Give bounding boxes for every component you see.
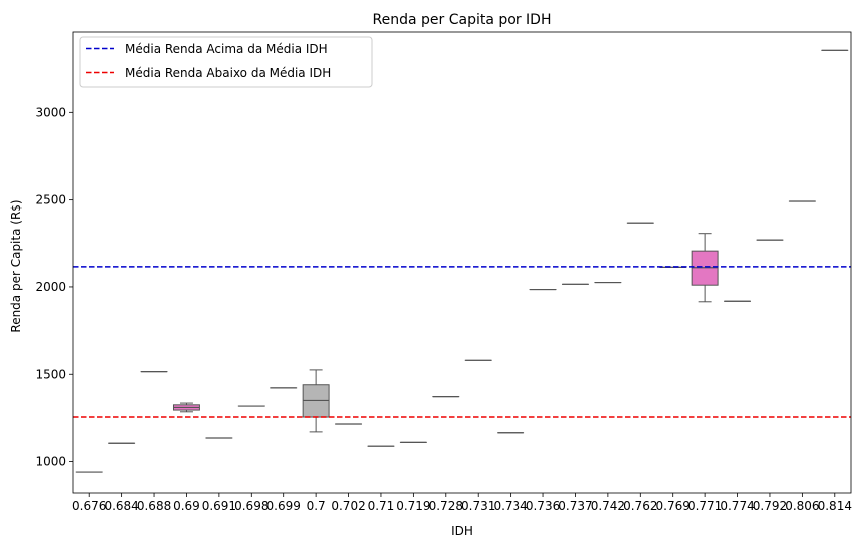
y-axis-ticks: 1000 1500 2000 2500 3000	[35, 105, 73, 469]
x-tick-label-12: 0.731	[461, 499, 495, 513]
box-7	[302, 369, 330, 433]
plot-area	[73, 49, 851, 473]
y-tick-label-1: 1500	[35, 367, 66, 381]
x-tick-label-14: 0.736	[526, 499, 560, 513]
x-tick-label-11: 0.728	[429, 499, 463, 513]
legend: Média Renda Acima da Média IDH Média Ren…	[79, 36, 373, 88]
x-tick-label-0: 0.676	[72, 499, 106, 513]
x-tick-label-16: 0.742	[591, 499, 625, 513]
x-tick-label-20: 0.774	[720, 499, 754, 513]
x-tick-label-4: 0.691	[202, 499, 236, 513]
x-tick-label-1: 0.684	[104, 499, 138, 513]
x-tick-label-17: 0.762	[623, 499, 657, 513]
x-tick-label-15: 0.737	[558, 499, 592, 513]
y-tick-label-0: 1000	[35, 455, 66, 469]
x-tick-label-19: 0.771	[688, 499, 722, 513]
x-tick-label-6: 0.699	[267, 499, 301, 513]
legend-box	[79, 36, 373, 88]
x-tick-label-18: 0.769	[656, 499, 690, 513]
x-tick-label-3: 0.69	[173, 499, 200, 513]
x-tick-label-2: 0.688	[137, 499, 171, 513]
x-tick-label-10: 0.719	[396, 499, 430, 513]
x-tick-label-8: 0.702	[331, 499, 365, 513]
plot-frame	[72, 31, 852, 494]
box-3	[172, 402, 200, 413]
y-axis-label: Renda per Capita (R$)	[9, 199, 23, 332]
y-tick-label-2: 2000	[35, 280, 66, 294]
x-tick-label-5: 0.698	[234, 499, 268, 513]
chart-title: Renda per Capita por IDH	[373, 12, 552, 28]
x-tick-label-22: 0.806	[785, 499, 819, 513]
x-tick-label-21: 0.792	[753, 499, 787, 513]
box-19	[691, 233, 719, 303]
x-tick-label-23: 0.814	[818, 499, 852, 513]
legend-label-acima: Média Renda Acima da Média IDH	[125, 42, 328, 56]
legend-label-abaixo: Média Renda Abaixo da Média IDH	[125, 66, 331, 80]
x-tick-label-13: 0.734	[493, 499, 527, 513]
y-tick-label-3: 2500	[35, 193, 66, 207]
y-tick-label-4: 3000	[35, 105, 66, 119]
x-axis-label: IDH	[451, 524, 473, 538]
x-tick-label-7: 0.7	[307, 499, 326, 513]
x-tick-label-9: 0.71	[368, 499, 395, 513]
